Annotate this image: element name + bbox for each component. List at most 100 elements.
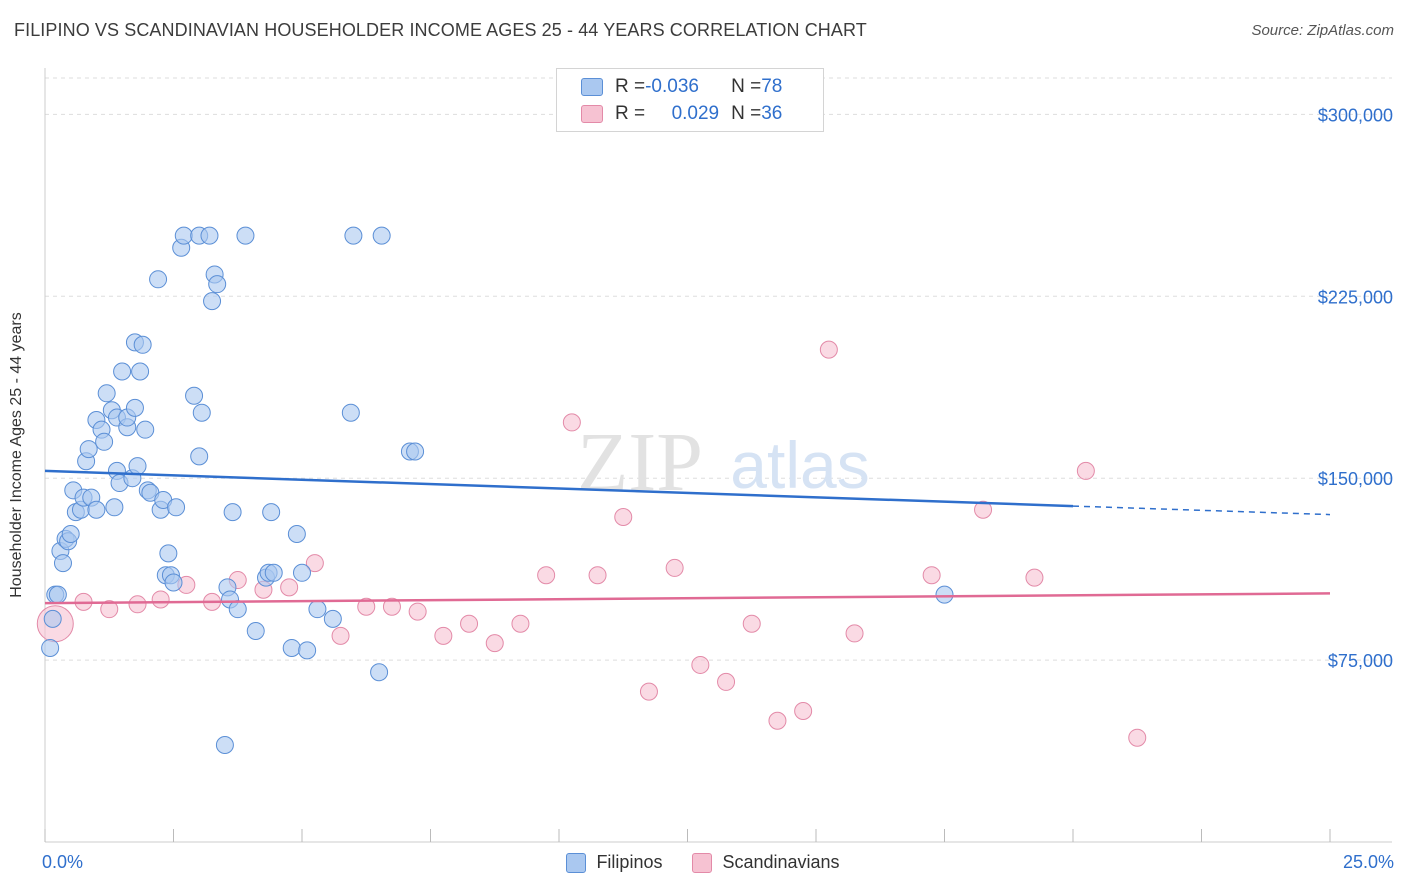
x-tick-label-min: 0.0% bbox=[42, 852, 84, 872]
scandinavians-point bbox=[485, 634, 504, 653]
legend-item-scandinavians[interactable]: Scandinavians bbox=[692, 852, 840, 873]
scandinavians-point bbox=[974, 500, 993, 519]
y-tick-label: $300,000 bbox=[1318, 105, 1393, 125]
r-value: 0.029 bbox=[671, 103, 720, 124]
filipinos-point bbox=[372, 226, 391, 245]
scandinavians-point bbox=[460, 614, 479, 633]
filipinos-point bbox=[131, 362, 150, 381]
filipinos-point bbox=[341, 403, 360, 422]
scandinavians-point bbox=[922, 566, 941, 585]
y-tick-label: $75,000 bbox=[1328, 651, 1393, 671]
filipinos-point bbox=[125, 398, 144, 417]
scandinavians-point bbox=[717, 672, 736, 691]
source-label: Source: ZipAtlas.com bbox=[1251, 22, 1394, 39]
legend-label-filipinos: Filipinos bbox=[596, 852, 663, 872]
watermark-zip: ZIP bbox=[577, 416, 703, 509]
scandinavians-point bbox=[1128, 728, 1147, 747]
scandinavians-point bbox=[768, 711, 787, 730]
scandinavians-point bbox=[537, 566, 556, 585]
filipinos-point bbox=[61, 524, 80, 543]
scandinavians-point bbox=[331, 626, 350, 645]
scandinavians-point bbox=[357, 597, 376, 616]
y-tick-label: $225,000 bbox=[1318, 287, 1393, 307]
scandinavians-point bbox=[819, 340, 838, 359]
watermark-atlas: atlas bbox=[730, 428, 869, 502]
filipinos-point bbox=[105, 498, 124, 517]
filipinos-point bbox=[174, 226, 193, 245]
filipinos-point bbox=[128, 457, 147, 476]
r-label: R = bbox=[615, 76, 646, 97]
scandinavians-point bbox=[280, 578, 299, 597]
filipinos-point bbox=[159, 544, 178, 563]
filipinos-point bbox=[97, 384, 116, 403]
filipinos-point bbox=[48, 585, 67, 604]
legend-row-filipinos: R = -0.036 N = 78 bbox=[581, 73, 782, 101]
chart-title: FILIPINO VS SCANDINAVIAN HOUSEHOLDER INC… bbox=[14, 20, 867, 40]
filipinos-point bbox=[190, 447, 209, 466]
filipinos-point bbox=[149, 270, 168, 289]
filipinos-point bbox=[113, 362, 132, 381]
n-value: 36 bbox=[761, 103, 783, 124]
filipinos-swatch bbox=[581, 78, 603, 96]
r-value: -0.036 bbox=[645, 76, 699, 97]
scandinavians-point bbox=[794, 702, 813, 721]
legend-row-scandinavians: R = 0.029 N = 36 bbox=[581, 100, 782, 128]
filipinos-point bbox=[208, 275, 227, 294]
filipinos-point bbox=[167, 498, 186, 517]
scandinavians-point bbox=[562, 413, 581, 432]
x-tick-label-max: 25.0% bbox=[1342, 852, 1394, 872]
legend-label-scandinavians: Scandinavians bbox=[722, 852, 840, 872]
filipinos-point bbox=[164, 573, 183, 592]
scandinavians-point bbox=[151, 590, 170, 609]
scandinavians-point bbox=[305, 554, 324, 573]
scandinavians-point bbox=[665, 558, 684, 577]
correlation-legend: R = -0.036 N = 78 R = 0.029 N = 36 bbox=[556, 68, 824, 132]
filipinos-point bbox=[95, 432, 114, 451]
filipinos-point bbox=[192, 403, 211, 422]
filipinos-point bbox=[246, 621, 265, 640]
filipinos-point bbox=[344, 226, 363, 245]
scandinavians-swatch bbox=[581, 105, 603, 123]
filipinos-point bbox=[53, 554, 72, 573]
filipinos-point bbox=[79, 440, 98, 459]
scandinavians-point bbox=[1076, 461, 1095, 480]
filipinos-point bbox=[262, 503, 281, 522]
filipinos-point bbox=[282, 638, 301, 657]
filipinos-point bbox=[43, 609, 62, 628]
filipinos-point bbox=[236, 226, 255, 245]
filipinos-point bbox=[223, 503, 242, 522]
scandinavians-point bbox=[639, 682, 658, 701]
filipinos-point bbox=[203, 292, 222, 311]
filipinos-point bbox=[293, 563, 311, 582]
filipinos-point bbox=[185, 386, 204, 405]
filipinos-point bbox=[323, 609, 342, 628]
filipinos-point bbox=[215, 735, 234, 754]
scandinavians-point bbox=[382, 597, 401, 616]
scandinavians-trendline bbox=[44, 592, 1331, 605]
scandinavians-point bbox=[742, 614, 761, 633]
scandinavians-point bbox=[1025, 568, 1044, 587]
y-tick-label: $150,000 bbox=[1318, 469, 1393, 489]
filipinos-trendline-extension bbox=[1072, 505, 1331, 516]
n-label: N = bbox=[731, 103, 762, 124]
scandinavians-point bbox=[100, 600, 119, 619]
scandinavians-legend-swatch bbox=[692, 852, 713, 873]
filipinos-point bbox=[41, 638, 60, 657]
filipinos-point bbox=[200, 226, 219, 245]
filipinos-point bbox=[133, 335, 152, 354]
scandinavians-point bbox=[511, 614, 530, 633]
filipinos-point bbox=[298, 641, 317, 660]
filipinos-point bbox=[264, 563, 283, 582]
scandinavians-point bbox=[691, 655, 710, 674]
filipinos-legend-swatch bbox=[566, 852, 587, 873]
filipinos-point bbox=[370, 663, 389, 682]
scandinavians-point bbox=[128, 595, 147, 614]
filipinos-point bbox=[287, 524, 306, 543]
filipinos-point bbox=[308, 600, 327, 619]
filipinos-point bbox=[136, 420, 155, 439]
filipinos-point bbox=[935, 585, 954, 604]
scandinavians-point bbox=[614, 507, 633, 526]
r-label: R = bbox=[615, 103, 646, 124]
legend-item-filipinos[interactable]: Filipinos bbox=[566, 852, 662, 873]
